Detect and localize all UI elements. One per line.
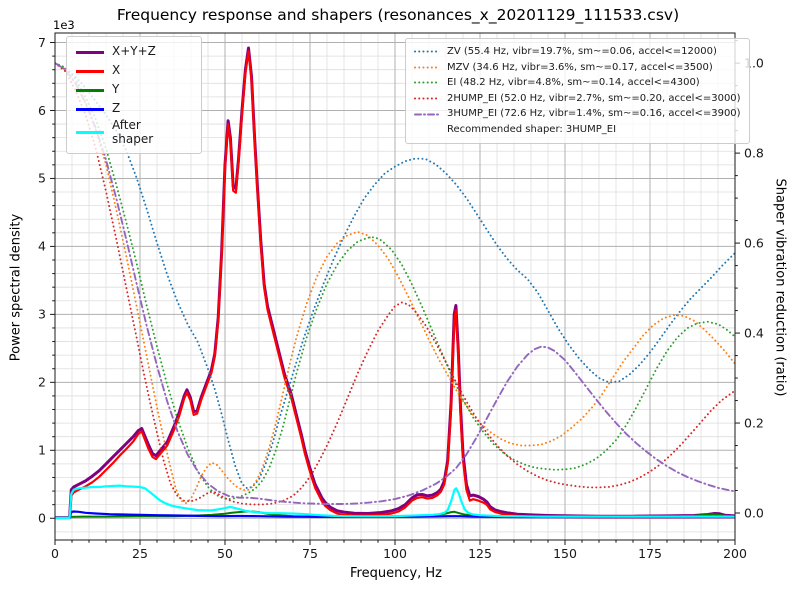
y-left-tick-label: 2 xyxy=(38,375,46,390)
legend-item-ei: EI (48.2 Hz, vibr=4.8%, sm~=0.14, accel<… xyxy=(414,75,741,91)
series-line-3hump_ei xyxy=(55,62,735,505)
y-left-tick-label: 3 xyxy=(38,307,46,322)
y-left-tick-label: 0 xyxy=(38,511,46,526)
y-axis-multiplier: 1e3 xyxy=(53,18,75,32)
y-left-tick-label: 5 xyxy=(38,171,46,186)
x-tick-label: 150 xyxy=(553,546,577,561)
legend-recommendation: Recommended shaper: 3HUMP_EI xyxy=(414,122,741,138)
legend-psd: X+Y+Z X Y Z After shaper xyxy=(66,36,202,154)
y-right-tick-label: 0.4 xyxy=(744,325,764,340)
chart-title: Frequency response and shapers (resonanc… xyxy=(116,6,680,24)
legend-item-2hump_ei: 2HUMP_EI (52.0 Hz, vibr=2.7%, sm~=0.20, … xyxy=(414,91,741,107)
legend-swatch xyxy=(76,107,104,111)
legend-item-mzv: MZV (34.6 Hz, vibr=3.6%, sm~=0.17, accel… xyxy=(414,60,741,76)
legend-swatch xyxy=(76,131,104,135)
series-line-zv xyxy=(55,62,735,490)
legend-swatch xyxy=(76,88,104,92)
series-line-after-shaper xyxy=(55,484,735,520)
legend-label: Z xyxy=(112,101,121,116)
recommendation-text: Recommended shaper: 3HUMP_EI xyxy=(447,124,617,136)
legend-shapers: ZV (55.4 Hz, vibr=19.7%, sm~=0.06, accel… xyxy=(405,38,750,144)
legend-label: 3HUMP_EI (72.6 Hz, vibr=1.4%, sm~=0.16, … xyxy=(447,108,741,120)
legend-swatch xyxy=(414,97,440,100)
psd-curves xyxy=(55,46,735,520)
legend-item-x: X xyxy=(75,62,193,80)
y-right-tick-label: 0.8 xyxy=(744,145,764,160)
shaper-curves xyxy=(55,62,735,506)
x-tick-label: 75 xyxy=(302,546,318,561)
legend-item-x+y+z: X+Y+Z xyxy=(75,43,193,61)
y-right-tick-label: 0.2 xyxy=(744,415,764,430)
series-line-x xyxy=(55,50,735,519)
legend-label: 2HUMP_EI (52.0 Hz, vibr=2.7%, sm~=0.20, … xyxy=(447,92,741,104)
legend-item-zv: ZV (55.4 Hz, vibr=19.7%, sm~=0.06, accel… xyxy=(414,44,741,60)
legend-label: EI (48.2 Hz, vibr=4.8%, sm~=0.14, accel<… xyxy=(447,77,700,89)
y-left-tick-label: 4 xyxy=(38,239,46,254)
axis-ticks xyxy=(50,40,740,545)
legend-label: After shaper xyxy=(112,118,154,146)
legend-swatch xyxy=(414,66,440,69)
legend-label: MZV (34.6 Hz, vibr=3.6%, sm~=0.17, accel… xyxy=(447,61,713,73)
legend-label: ZV (55.4 Hz, vibr=19.7%, sm~=0.06, accel… xyxy=(447,46,717,58)
tick-labels: 0 25 50 75 100 125 150 175 200 0 1 2 3 4 5 6 7 0.0 0.2 0.4 0… xyxy=(38,35,764,561)
legend-swatch xyxy=(414,50,440,53)
y-axis-label-right: Shaper vibration reduction (ratio) xyxy=(772,178,788,397)
y-left-tick-label: 6 xyxy=(38,103,46,118)
x-tick-label: 50 xyxy=(217,546,233,561)
legend-item-y: Y xyxy=(75,81,193,99)
x-tick-label: 0 xyxy=(51,546,59,561)
legend-item-3hump_ei: 3HUMP_EI (72.6 Hz, vibr=1.4%, sm~=0.16, … xyxy=(414,106,741,122)
x-tick-label: 200 xyxy=(723,546,747,561)
legend-swatch xyxy=(76,50,104,54)
x-tick-label: 100 xyxy=(383,546,407,561)
series-line-mzv xyxy=(55,62,735,505)
legend-item-z: Z xyxy=(75,100,193,118)
legend-swatch xyxy=(414,113,440,116)
x-tick-label: 25 xyxy=(132,546,148,561)
y-left-tick-label: 1 xyxy=(38,443,46,458)
legend-swatch xyxy=(414,81,440,84)
x-tick-label: 175 xyxy=(638,546,662,561)
series-line-2hump_ei xyxy=(55,62,735,506)
legend-swatch xyxy=(76,69,104,73)
legend-label: Y xyxy=(112,82,120,97)
legend-item-after-shaper: After shaper xyxy=(75,118,193,147)
series-line-ei xyxy=(55,62,735,501)
y-left-tick-label: 7 xyxy=(38,35,46,50)
x-axis-label: Frequency, Hz xyxy=(349,566,443,581)
legend-label: X xyxy=(112,63,121,78)
y-axis-label-left: Power spectral density xyxy=(8,213,24,362)
y-right-tick-label: 0.6 xyxy=(744,235,764,250)
x-tick-label: 125 xyxy=(468,546,492,561)
y-right-tick-label: 0.0 xyxy=(744,505,764,520)
legend-label: X+Y+Z xyxy=(112,44,156,59)
